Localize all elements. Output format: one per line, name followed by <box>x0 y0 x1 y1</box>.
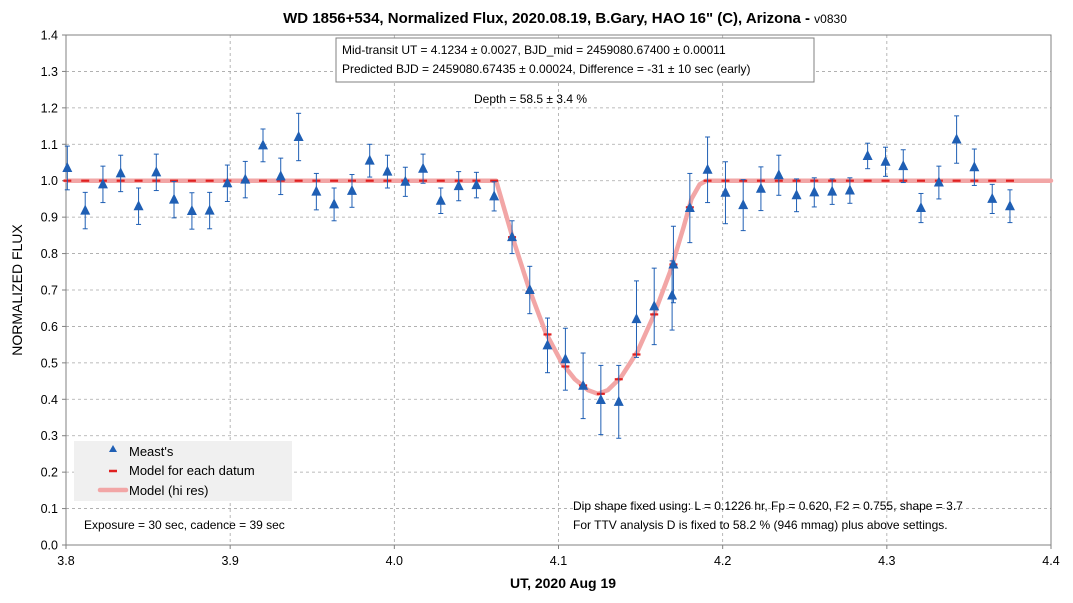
measurement-point <box>773 169 784 180</box>
measurement-point <box>311 185 322 196</box>
measurement-point <box>915 202 926 213</box>
y-tick-label: 0.2 <box>41 466 58 480</box>
y-tick-label: 1.4 <box>41 29 58 43</box>
measurement-point <box>1004 200 1015 211</box>
measurement-point <box>418 162 429 173</box>
measurement-point <box>240 173 251 184</box>
y-tick-label: 1.3 <box>41 65 58 79</box>
x-tick-label: 4.2 <box>714 554 731 568</box>
legend-measurements-label: Meast's <box>129 444 174 459</box>
measurement-point <box>987 192 998 203</box>
x-tick-label: 3.8 <box>57 554 74 568</box>
measurement-point <box>204 204 215 215</box>
y-tick-label: 0.3 <box>41 429 58 443</box>
y-tick-label: 0.8 <box>41 247 58 261</box>
measurement-point <box>400 175 411 186</box>
measurement-point <box>97 178 108 189</box>
measurement-point <box>755 182 766 193</box>
measurement-point <box>133 200 144 211</box>
measurement-point <box>293 131 304 141</box>
measurement-point <box>684 202 695 213</box>
measurement-point <box>169 193 180 204</box>
measurement-point <box>435 194 446 205</box>
predicted-bjd-text: Predicted BJD = 2459080.67435 ± 0.00024,… <box>342 62 751 76</box>
measurement-point <box>969 161 980 172</box>
legend-model-datum-label: Model for each datum <box>129 463 255 478</box>
measurement-point <box>507 231 518 242</box>
x-axis-label: UT, 2020 Aug 19 <box>510 575 616 591</box>
measurement-point <box>222 177 233 188</box>
measurement-point <box>844 184 855 195</box>
y-tick-label: 0.1 <box>41 502 58 516</box>
mid-transit-text: Mid-transit UT = 4.1234 ± 0.0027, BJD_mi… <box>342 43 726 57</box>
measurement-point <box>115 167 126 178</box>
measurement-point <box>720 186 731 197</box>
mid-transit-box <box>335 37 815 83</box>
measurement-point <box>667 289 678 300</box>
measurement-point <box>578 379 589 390</box>
measurement-point <box>649 300 660 311</box>
depth-text: Depth = 58.5 ± 3.4 % <box>474 92 587 106</box>
x-axis: 3.8 3.9 4.0 4.1 4.2 4.3 4.4 <box>57 545 1060 568</box>
measurement-point <box>560 353 571 364</box>
measurement-point <box>933 176 944 187</box>
measurement-point <box>613 395 624 406</box>
measurement-point <box>524 284 535 294</box>
x-tick-label: 3.9 <box>221 554 238 568</box>
measurement-series <box>62 112 1015 439</box>
grid <box>66 35 1051 545</box>
measurement-point <box>382 165 393 176</box>
measurement-point <box>329 198 340 209</box>
measurement-point <box>453 180 464 191</box>
measurement-point <box>702 163 713 174</box>
dip-shape-text: Dip shape fixed using: L = 0.1226 hr, Fp… <box>573 499 963 513</box>
measurement-point <box>827 185 838 196</box>
measurement-point <box>258 139 268 150</box>
measurement-point <box>471 179 482 190</box>
measurement-point <box>898 160 909 171</box>
y-tick-label: 1.1 <box>41 138 58 152</box>
y-tick-label: 0.0 <box>41 539 58 553</box>
x-tick-label: 4.1 <box>550 554 567 568</box>
measurement-point <box>595 394 606 405</box>
y-axis: 0.0 0.1 0.2 0.3 0.4 0.5 0.6 0.7 0.8 0.9 1.0 1.1 1.2 1… <box>41 29 66 553</box>
measurement-point <box>186 204 197 215</box>
measurement-point <box>346 184 357 195</box>
y-tick-label: 0.5 <box>41 356 58 370</box>
y-tick-label: 0.7 <box>41 284 58 298</box>
legend: Meast's Model for each datum Model (hi r… <box>74 441 292 501</box>
measurement-point <box>862 149 873 160</box>
y-axis-label: NORMALIZED FLUX <box>9 224 25 356</box>
legend-model-hires-label: Model (hi res) <box>129 483 208 498</box>
x-tick-label: 4.3 <box>878 554 895 568</box>
measurement-point <box>275 170 286 181</box>
x-tick-label: 4.4 <box>1042 554 1059 568</box>
measurement-point <box>809 186 820 197</box>
ttv-analysis-text: For TTV analysis D is fixed to 58.2 % (9… <box>573 518 948 532</box>
x-tick-label: 4.0 <box>386 554 403 568</box>
y-tick-label: 0.6 <box>41 320 58 334</box>
y-tick-label: 0.4 <box>41 393 58 407</box>
exposure-text: Exposure = 30 sec, cadence = 39 sec <box>84 518 285 532</box>
measurement-point <box>542 339 553 350</box>
legend-triangle-marker <box>109 445 117 452</box>
measurement-point <box>631 313 642 324</box>
chart-title: WD 1856+534, Normalized Flux, 2020.08.19… <box>283 10 847 27</box>
y-tick-label: 0.9 <box>41 211 58 225</box>
measurement-point <box>364 154 375 165</box>
measurement-point <box>62 161 73 172</box>
measurement-point <box>738 199 749 210</box>
measurement-point <box>951 133 962 144</box>
y-tick-label: 1.2 <box>41 101 58 115</box>
y-tick-label: 1.0 <box>41 174 58 188</box>
measurement-point <box>489 190 500 201</box>
measurement-point <box>80 204 91 215</box>
measurement-point <box>791 189 802 200</box>
measurement-point <box>151 166 162 177</box>
measurement-point <box>880 155 891 166</box>
measurement-point <box>668 258 679 269</box>
